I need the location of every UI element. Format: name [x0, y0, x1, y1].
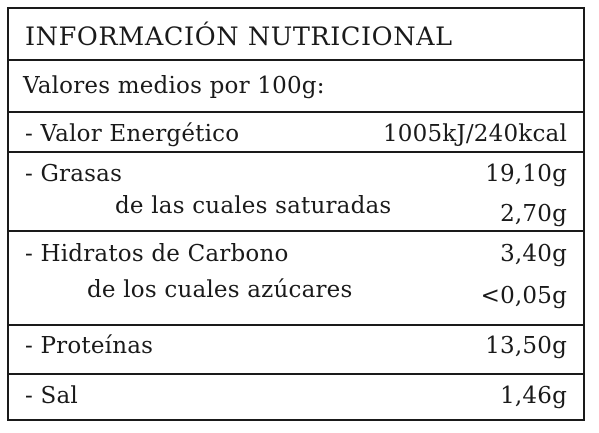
row-saturated-name: de las cuales saturadas: [115, 193, 392, 219]
row-sugars-value: <0,05g: [480, 283, 567, 309]
row-sugars-name: de los cuales azúcares: [87, 277, 353, 303]
row-energy-value: 1005kJ/240kcal: [382, 121, 567, 147]
row-carbs-name: - Hidratos de Carbono: [25, 241, 289, 267]
divider: [9, 373, 583, 375]
divider: [9, 59, 583, 61]
divider: [9, 111, 583, 113]
row-fat-value: 19,10g: [485, 161, 567, 187]
row-saturated-value: 2,70g: [500, 201, 567, 227]
row-energy-name: - Valor Energético: [25, 121, 240, 147]
row-salt-name: - Sal: [25, 383, 78, 409]
row-protein-name: - Proteínas: [25, 333, 154, 359]
nutrition-facts-label: INFORMACIÓN NUTRICIONAL Valores medios p…: [7, 7, 585, 421]
row-protein-value: 13,50g: [485, 333, 567, 359]
divider: [9, 151, 583, 153]
divider: [9, 324, 583, 326]
row-carbs-value: 3,40g: [500, 241, 567, 267]
label-title: INFORMACIÓN NUTRICIONAL: [25, 22, 453, 52]
row-fat-name: - Grasas: [25, 161, 123, 187]
label-subtitle: Valores medios por 100g:: [23, 73, 325, 99]
divider: [9, 230, 583, 232]
row-salt-value: 1,46g: [500, 383, 567, 409]
